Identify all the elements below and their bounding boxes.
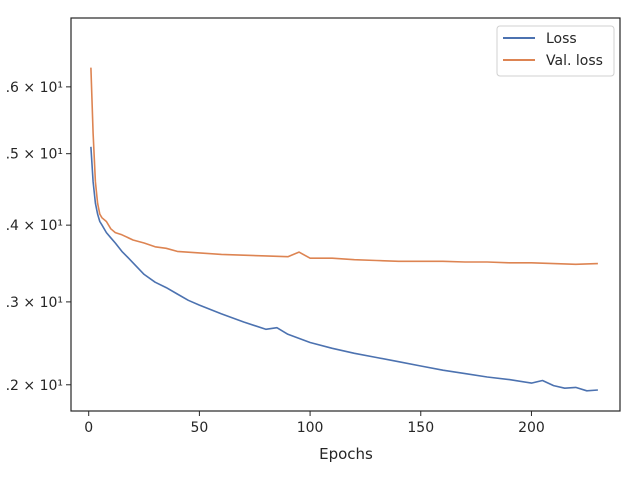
y-tick-label: .2 × 10¹ (6, 378, 63, 394)
x-tick-label: 0 (84, 420, 93, 436)
legend: Loss Val. loss (496, 25, 615, 77)
x-tick-label: 50 (190, 420, 208, 436)
y-tick-label: .6 × 10¹ (6, 80, 63, 96)
y-tick-label: .3 × 10¹ (6, 295, 63, 311)
legend-label-val-loss: Val. loss (546, 53, 603, 69)
y-tick-label: .5 × 10¹ (6, 147, 63, 163)
x-tick-label: 200 (518, 420, 545, 436)
legend-label-loss: Loss (546, 31, 577, 47)
x-tick-label: 100 (297, 420, 324, 436)
y-tick-label: .4 × 10¹ (6, 218, 63, 234)
x-axis: 0 50 100 150 200 (84, 411, 545, 436)
series-line-val-loss (90, 67, 598, 266)
x-axis-label: Epochs (319, 445, 373, 463)
series-layer (90, 67, 598, 392)
series-line-loss (90, 146, 598, 392)
plot-area (70, 17, 621, 412)
y-axis: .2 × 10¹ .3 × 10¹ .4 × 10¹ .5 × 10¹ .6 × 10¹ (6, 80, 71, 394)
x-tick-label: 150 (407, 420, 434, 436)
